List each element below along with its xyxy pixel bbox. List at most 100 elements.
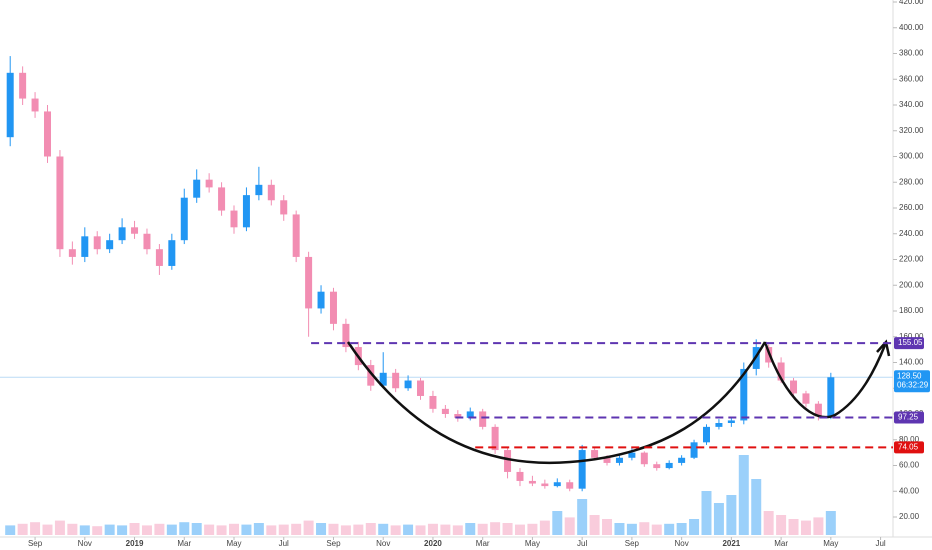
candle-body — [690, 442, 698, 458]
level-label-box — [894, 411, 924, 424]
volume-bar — [378, 523, 389, 535]
volume-bar — [216, 525, 227, 535]
candle-body — [404, 380, 412, 389]
volume-bar — [689, 519, 700, 535]
candle-body — [653, 464, 661, 469]
y-tick-label: 80.00 — [899, 435, 920, 444]
candle-body — [317, 291, 325, 309]
candle-body — [255, 184, 263, 196]
candle-body — [727, 420, 735, 424]
volume-bar — [390, 525, 401, 535]
candle-body — [19, 72, 27, 99]
candle-body — [417, 380, 425, 396]
volume-bar — [179, 522, 190, 535]
volume-bar — [527, 523, 538, 535]
candle-body — [379, 372, 387, 386]
candle-body — [603, 457, 611, 463]
y-tick-label: 140.00 — [899, 358, 924, 367]
y-tick-label: 20.00 — [899, 512, 920, 521]
candle-body — [814, 403, 822, 417]
candle-body — [628, 452, 636, 458]
x-tick-label: Sep — [28, 539, 43, 548]
level-label: 97.25 — [898, 413, 919, 422]
countdown-label: 06:32:29 — [897, 380, 929, 389]
level-label: 155.05 — [898, 338, 923, 347]
y-tick-label: 260.00 — [899, 203, 924, 212]
volume-bar — [415, 525, 426, 535]
y-tick-label: 280.00 — [899, 177, 924, 186]
x-tick-label: 2020 — [424, 539, 442, 548]
volume-bar — [800, 520, 811, 535]
volume-bar — [651, 524, 662, 535]
volume-bar — [79, 525, 90, 535]
x-tick-label: Jul — [577, 539, 587, 548]
volume-bar — [340, 525, 351, 535]
y-tick-label: 300.00 — [899, 152, 924, 161]
x-tick-label: May — [823, 539, 838, 548]
candle-body — [367, 365, 375, 386]
candle-body — [578, 450, 586, 489]
candle-body — [292, 214, 300, 257]
x-tick-label: Mar — [476, 539, 490, 548]
candle-body — [93, 236, 101, 250]
candle-body — [429, 395, 437, 409]
volume-bar — [278, 524, 289, 535]
volume-bar — [589, 515, 600, 535]
y-tick-label: 380.00 — [899, 49, 924, 58]
x-tick-label: Jul — [279, 539, 289, 548]
volume-bar — [141, 525, 152, 535]
candle-body — [143, 233, 151, 250]
candle-body — [491, 426, 499, 451]
y-tick-label: 220.00 — [899, 255, 924, 264]
volume-bar — [614, 523, 625, 535]
handle-arc — [763, 341, 887, 419]
y-tick-label: 400.00 — [899, 23, 924, 32]
volume-bar — [104, 524, 115, 535]
x-tick-label: Jul — [875, 539, 885, 548]
x-tick-label: Nov — [78, 539, 92, 548]
candle-body — [591, 450, 599, 458]
y-tick-label: 200.00 — [899, 280, 924, 289]
volume-bar — [266, 525, 277, 535]
candle-body — [131, 227, 139, 234]
x-tick-label: Nov — [376, 539, 390, 548]
x-tick-label: Sep — [625, 539, 640, 548]
x-tick-label: Mar — [177, 539, 191, 548]
candle-body — [342, 323, 350, 348]
candle-body — [31, 98, 39, 112]
candle-body — [329, 291, 337, 324]
volume-bar — [42, 524, 53, 535]
last-price-label: 128.50 — [897, 371, 922, 380]
volume-bar — [229, 523, 240, 535]
candle-body — [466, 411, 474, 418]
x-tick-label: May — [525, 539, 540, 548]
candle-body — [280, 200, 288, 215]
y-tick-label: 160.00 — [899, 332, 924, 341]
volume-bar — [440, 524, 451, 535]
candle-body — [454, 414, 462, 418]
candle-body — [827, 377, 835, 417]
candle-body — [665, 462, 673, 469]
candle-body — [516, 471, 524, 481]
volume-bar — [316, 523, 327, 535]
y-tick-label: 40.00 — [899, 486, 920, 495]
candle-body — [553, 482, 561, 487]
volume-bar — [303, 520, 314, 535]
volume-bar — [17, 523, 28, 535]
x-tick-label: Nov — [675, 539, 689, 548]
volume-bar — [452, 525, 463, 535]
candle-body — [504, 450, 512, 472]
volume-bar — [328, 523, 339, 535]
candle-body — [242, 195, 250, 228]
cup-arc — [346, 341, 767, 465]
volume-bar — [204, 524, 215, 535]
volume-bar — [291, 523, 302, 535]
candle-body — [205, 179, 213, 188]
candle-body — [392, 372, 400, 389]
volume-bar — [751, 479, 762, 535]
y-tick-label: 360.00 — [899, 74, 924, 83]
volume-bar — [117, 525, 128, 535]
x-tick-label: 2021 — [722, 539, 740, 548]
volume-bar — [676, 523, 687, 535]
